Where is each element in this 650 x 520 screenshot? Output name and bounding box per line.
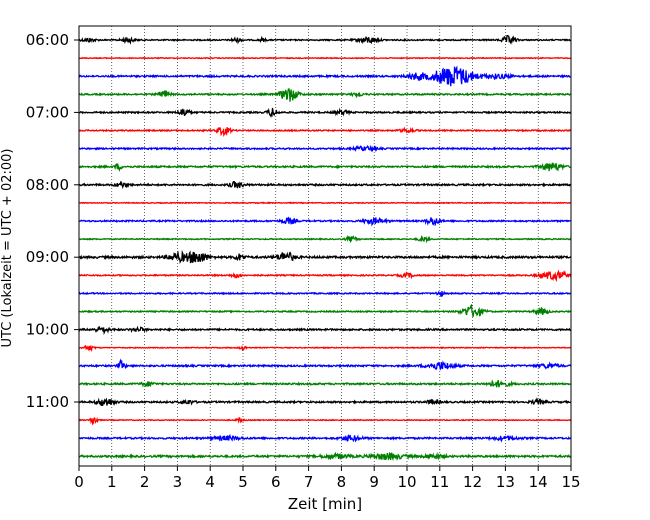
trace-0615 — [78, 56, 572, 60]
trace-0845 — [78, 234, 572, 244]
vertical-grid — [111, 26, 539, 466]
trace-0830 — [78, 216, 572, 227]
trace-0915 — [78, 269, 572, 283]
y-tick-label-07:00: 07:00 — [26, 103, 69, 121]
x-tick-label-13: 13 — [496, 473, 515, 491]
trace-0930 — [78, 290, 572, 297]
trace-1045 — [78, 379, 572, 388]
trace-1115 — [78, 416, 572, 426]
x-tick-label-7: 7 — [304, 473, 314, 491]
x-tick-label-1: 1 — [107, 473, 117, 491]
y-axis-label: UTC (Lokalzeit = UTC + 02:00) — [0, 149, 15, 348]
x-tick-label-14: 14 — [529, 473, 548, 491]
x-tick-label-15: 15 — [561, 473, 580, 491]
x-tick-label-0: 0 — [74, 473, 84, 491]
x-tick-label-8: 8 — [337, 473, 347, 491]
x-tick-label-12: 12 — [463, 473, 482, 491]
x-tick-label-3: 3 — [173, 473, 183, 491]
x-tick-label-11: 11 — [430, 473, 449, 491]
y-tick-label-10:00: 10:00 — [26, 321, 69, 339]
trace-0800 — [78, 180, 572, 190]
trace-1145 — [78, 451, 572, 462]
y-tick-label-09:00: 09:00 — [26, 248, 69, 266]
x-tick-label-2: 2 — [140, 473, 150, 491]
y-tick-label-06:00: 06:00 — [26, 31, 69, 49]
plot-frame — [78, 25, 572, 467]
trace-0645 — [78, 88, 572, 102]
x-axis: 0 1 2 3 4 5 6 7 8 9 10 11 12 13 14 15 — [74, 466, 581, 491]
trace-0945 — [78, 303, 572, 318]
trace-1130 — [78, 433, 572, 443]
y-axis: 06:00 07:00 08:00 09:00 10:00 11:00 — [26, 31, 79, 411]
x-tick-label-6: 6 — [271, 473, 281, 491]
trace-0745 — [78, 162, 572, 173]
trace-0600 — [78, 34, 572, 45]
trace-1000 — [78, 325, 572, 336]
trace-1100 — [78, 397, 572, 407]
trace-0815 — [78, 201, 572, 205]
x-tick-label-5: 5 — [238, 473, 248, 491]
trace-0900 — [78, 249, 572, 265]
y-tick-label-11:00: 11:00 — [26, 393, 69, 411]
trace-0700 — [78, 107, 572, 118]
traces — [78, 34, 572, 462]
trace-0730 — [78, 144, 572, 153]
y-tick-label-08:00: 08:00 — [26, 176, 69, 194]
trace-0715 — [78, 126, 572, 138]
x-tick-label-9: 9 — [369, 473, 379, 491]
trace-1015 — [78, 344, 572, 353]
trace-0630 — [78, 65, 572, 87]
trace-1030 — [78, 358, 572, 371]
x-tick-label-10: 10 — [397, 473, 416, 491]
x-tick-label-4: 4 — [205, 473, 215, 491]
x-axis-label: Zeit [min] — [288, 495, 362, 513]
